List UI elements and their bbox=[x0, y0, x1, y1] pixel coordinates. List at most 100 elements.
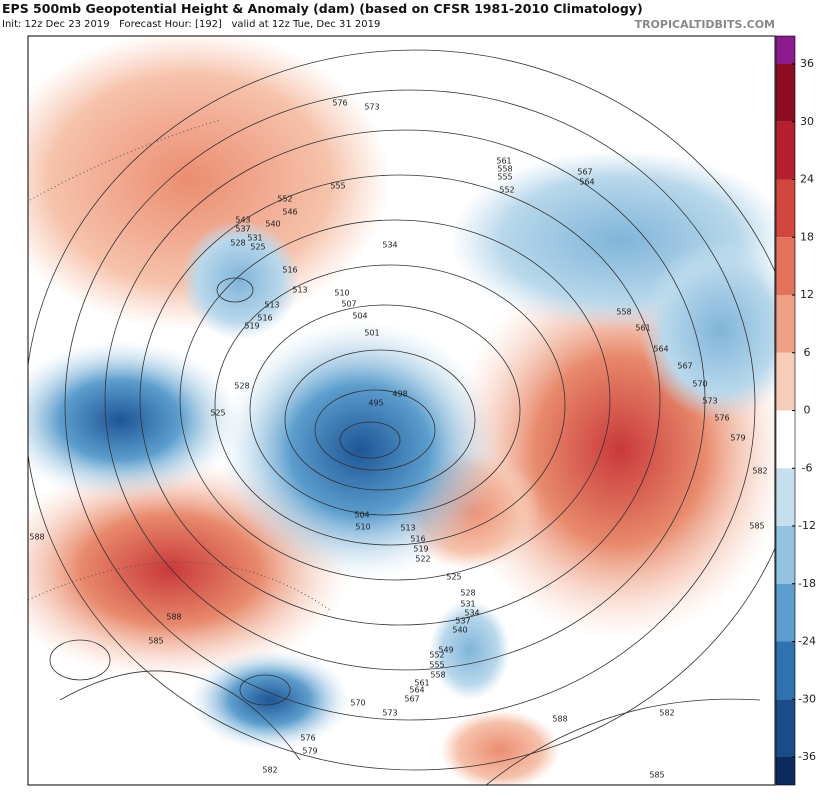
brand: TROPICALTIDBITS.COM bbox=[635, 18, 775, 31]
contour-label: 573 bbox=[364, 103, 379, 112]
contour-label: 540 bbox=[452, 626, 467, 635]
colorbar-segment bbox=[776, 36, 795, 64]
contour-label: 582 bbox=[262, 766, 277, 775]
contour-label: 576 bbox=[714, 414, 729, 423]
colorbar-tick-label: 24 bbox=[800, 173, 814, 186]
contour-label: 570 bbox=[692, 380, 707, 389]
contour-label: 570 bbox=[350, 699, 365, 708]
colorbar-tick-label: 6 bbox=[804, 346, 811, 359]
contour-label: 588 bbox=[166, 613, 181, 622]
contour-label: 528 bbox=[230, 239, 245, 248]
contour-label: 543 bbox=[235, 216, 250, 225]
colorbar-segment bbox=[776, 526, 795, 584]
contour-label: 531 bbox=[247, 234, 262, 243]
contour-label: 588 bbox=[552, 715, 567, 724]
contour-label: 564 bbox=[653, 345, 668, 354]
map-frame bbox=[27, 35, 776, 786]
contour-label: 501 bbox=[364, 329, 379, 338]
colorbar-tick-label: -6 bbox=[802, 461, 813, 474]
contour-label: 582 bbox=[752, 467, 767, 476]
contour-label: 582 bbox=[659, 709, 674, 718]
contour-label: 576 bbox=[300, 734, 315, 743]
contour-label: 525 bbox=[446, 573, 461, 582]
contour-label: 498 bbox=[392, 390, 407, 399]
colorbar-segment bbox=[776, 699, 795, 757]
contour-label: 510 bbox=[355, 523, 370, 532]
contour-label: 519 bbox=[244, 322, 259, 331]
contour-label: 495 bbox=[368, 399, 383, 408]
contour-label: 516 bbox=[257, 314, 272, 323]
contour-label: 504 bbox=[352, 312, 367, 321]
contour-label: 513 bbox=[292, 286, 307, 295]
contour-label: 525 bbox=[250, 243, 265, 252]
contour-label: 564 bbox=[579, 178, 594, 187]
contour-label: 579 bbox=[730, 434, 745, 443]
colorbar-segment bbox=[776, 179, 795, 238]
contour-label: 561 bbox=[496, 157, 511, 166]
colorbar-segment bbox=[776, 757, 795, 785]
contour-label: 585 bbox=[148, 637, 163, 646]
contour-label: 513 bbox=[400, 524, 415, 533]
contour-label: 558 bbox=[616, 308, 631, 317]
colorbar-tick-label: -36 bbox=[798, 750, 816, 763]
contour-label: 510 bbox=[334, 289, 349, 298]
contour-label: 555 bbox=[330, 182, 345, 191]
colorbar-segment bbox=[776, 295, 795, 353]
contour-label: 525 bbox=[210, 409, 225, 418]
contour-label: 537 bbox=[235, 225, 250, 234]
contour-label: 513 bbox=[264, 301, 279, 310]
colorbar-tick-label: 30 bbox=[800, 115, 814, 128]
contour-label: 573 bbox=[702, 397, 717, 406]
colorbar-segment bbox=[776, 237, 795, 295]
contour-label: 519 bbox=[413, 545, 428, 554]
contour-label: 576 bbox=[332, 99, 347, 108]
contour-label: 537 bbox=[455, 617, 470, 626]
map-title: EPS 500mb Geopotential Height & Anomaly … bbox=[2, 1, 643, 16]
contour-label: 552 bbox=[429, 651, 444, 660]
contour-label: 507 bbox=[341, 300, 356, 309]
contour-label: 567 bbox=[404, 695, 419, 704]
contour-label: 564 bbox=[409, 686, 424, 695]
contour-label: 516 bbox=[282, 266, 297, 275]
contour-label: 561 bbox=[414, 679, 429, 688]
colorbar-tick-label: -12 bbox=[798, 519, 816, 532]
contour-label: 588 bbox=[29, 533, 44, 542]
contour-label: 522 bbox=[415, 555, 430, 564]
contour-label: 558 bbox=[497, 165, 512, 174]
contour-label: 552 bbox=[499, 186, 514, 195]
colorbar-segment bbox=[776, 468, 795, 526]
contour-label: 567 bbox=[677, 362, 692, 371]
colorbar-tick-label: 12 bbox=[800, 288, 814, 301]
contour-label: 531 bbox=[460, 600, 475, 609]
contour-label: 555 bbox=[497, 173, 512, 182]
colorbar-tick-label: -30 bbox=[798, 692, 816, 705]
colorbar-segment bbox=[776, 583, 795, 642]
contour-label: 540 bbox=[265, 220, 280, 229]
contour-label: 579 bbox=[302, 747, 317, 756]
colorbar-segment bbox=[776, 121, 795, 180]
contour-label: 504 bbox=[354, 511, 369, 520]
colorbar-tick-label: -18 bbox=[798, 577, 816, 590]
colorbar: 36 30 24 18 12 6 0 -6 -12 -18 -24 -30 -36 bbox=[775, 35, 816, 786]
contour-label: 534 bbox=[382, 241, 397, 250]
colorbar-tick-label: 18 bbox=[800, 230, 814, 243]
contour-label: 528 bbox=[460, 589, 475, 598]
contour-label: 546 bbox=[282, 208, 297, 217]
map bbox=[28, 36, 775, 785]
contour-label: 516 bbox=[410, 535, 425, 544]
colorbar-tick-label: 36 bbox=[800, 57, 814, 70]
contour-label: 555 bbox=[429, 661, 444, 670]
contour-label: 561 bbox=[635, 324, 650, 333]
colorbar-segment bbox=[776, 410, 795, 469]
contour-label: 534 bbox=[464, 609, 479, 618]
map-subtitle: Init: 12z Dec 23 2019 Forecast Hour: [19… bbox=[2, 19, 380, 30]
contour-label: 585 bbox=[749, 522, 764, 531]
contour-label: 552 bbox=[277, 195, 292, 204]
contour-label: 558 bbox=[430, 671, 445, 680]
colorbar-tick-label: 0 bbox=[804, 404, 811, 417]
colorbar-segment bbox=[776, 64, 795, 122]
colorbar-segment bbox=[776, 641, 795, 700]
contour-label: 573 bbox=[382, 709, 397, 718]
